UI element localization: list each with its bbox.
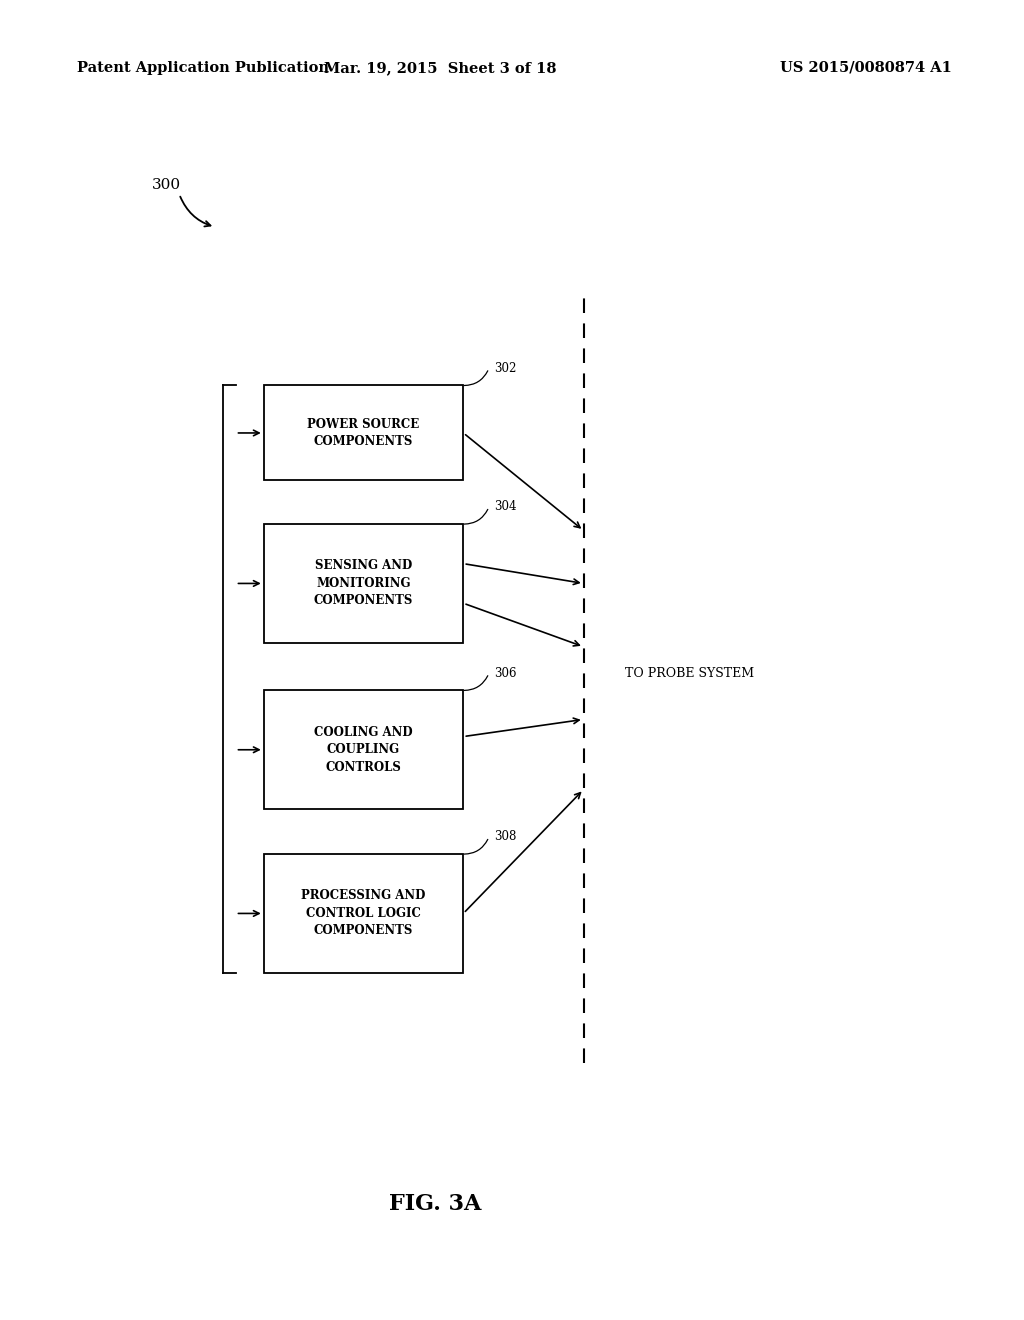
Text: 308: 308 bbox=[495, 830, 516, 843]
Text: FIG. 3A: FIG. 3A bbox=[389, 1193, 481, 1214]
Text: Patent Application Publication: Patent Application Publication bbox=[77, 61, 329, 75]
Text: 306: 306 bbox=[495, 667, 516, 680]
Bar bbox=[263, 690, 463, 809]
Text: 302: 302 bbox=[495, 362, 516, 375]
Text: US 2015/0080874 A1: US 2015/0080874 A1 bbox=[780, 61, 952, 75]
Text: POWER SOURCE
COMPONENTS: POWER SOURCE COMPONENTS bbox=[307, 417, 420, 449]
Text: SENSING AND
MONITORING
COMPONENTS: SENSING AND MONITORING COMPONENTS bbox=[313, 560, 414, 607]
Text: TO PROBE SYSTEM: TO PROBE SYSTEM bbox=[625, 667, 754, 680]
Text: COOLING AND
COUPLING
CONTROLS: COOLING AND COUPLING CONTROLS bbox=[314, 726, 413, 774]
Text: 304: 304 bbox=[495, 500, 516, 513]
Bar bbox=[263, 385, 463, 480]
Bar bbox=[263, 524, 463, 643]
Bar bbox=[263, 854, 463, 973]
Text: 300: 300 bbox=[152, 178, 180, 191]
Text: PROCESSING AND
CONTROL LOGIC
COMPONENTS: PROCESSING AND CONTROL LOGIC COMPONENTS bbox=[301, 890, 426, 937]
Text: Mar. 19, 2015  Sheet 3 of 18: Mar. 19, 2015 Sheet 3 of 18 bbox=[324, 61, 557, 75]
